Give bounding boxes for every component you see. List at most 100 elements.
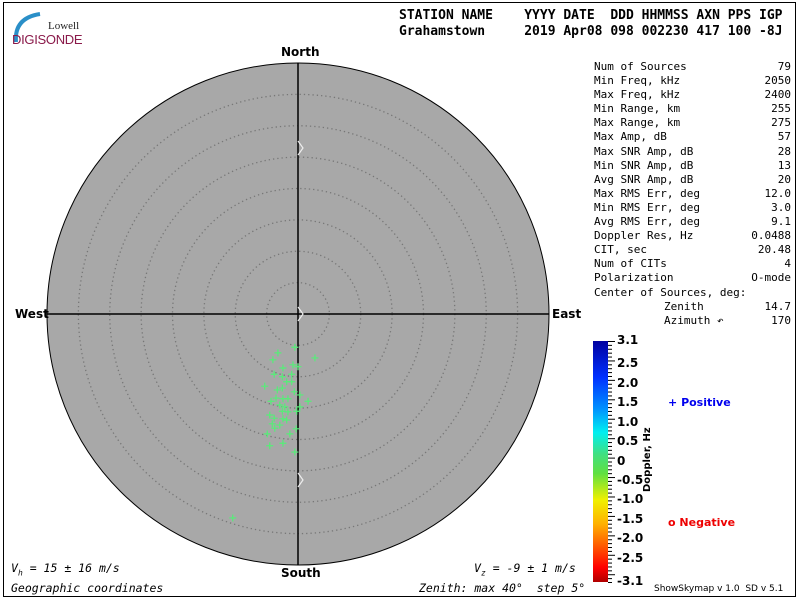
source-point [288,378,296,386]
colorbar-tick-label: 1.0 [617,414,639,429]
stat-label: Polarization [594,271,674,285]
source-point [279,415,287,423]
doppler-colorbar [593,341,608,582]
source-point [271,424,279,432]
colorbar-tick-label: -3.1 [617,574,644,588]
stat-label: Max RMS Err, deg [594,186,700,200]
stat-value: 275 [771,116,791,130]
stat-row: Max Range, km 275 [594,116,791,130]
stat-value: 0.0488 [751,229,791,243]
stat-value: 170 [771,313,791,327]
label-west: West [15,307,49,321]
stat-label: Max Amp, dB [594,130,667,144]
stat-value: 3.0 [771,200,791,214]
stat-label: Center of Sources, deg: [594,285,747,299]
source-point [296,391,304,399]
legend-positive: + Positive [668,396,731,409]
colorbar-title: Doppler, Hz [642,427,653,492]
stat-row: Num of CITs 4 [594,257,791,271]
source-point [304,397,312,405]
skymap-plot [46,62,550,566]
colorbar-tick-label: -2.0 [617,531,644,546]
colorbar-tick-label: 2.5 [617,356,639,371]
stat-row: Min SNR Amp, dB 13 [594,159,791,173]
stat-row: Num of Sources 79 [594,60,791,74]
stat-label: Zenith [664,299,704,313]
source-point [294,363,302,371]
stat-row: Zenith 14.7 [594,300,791,314]
stat-value: 255 [771,102,791,116]
stat-row: Polarization O-mode [594,271,791,285]
stat-value: 14.7 [764,299,792,313]
version-info: ShowSkymap v 1.0 SD v 5.1 [654,584,784,594]
stat-label: Min SNR Amp, dB [594,158,694,172]
stat-row: Min Range, km 255 [594,102,791,116]
source-point [283,416,291,424]
stat-value: 57 [777,130,791,144]
colorbar-ticks [608,341,615,583]
source-point [276,401,284,409]
source-point [291,448,299,456]
stat-row: Azimuth ↶ 170 [594,314,791,328]
stat-value: 28 [777,144,791,158]
stat-row: Min RMS Err, deg 3.0 [594,201,791,215]
source-point [289,361,297,369]
logo-digisonde: DIGISONDE [12,32,83,47]
stat-label: Max SNR Amp, dB [594,144,694,158]
label-north: North [281,45,320,59]
vz-readout: Vz = -9 ± 1 m/s [474,561,576,578]
stat-row: Max SNR Amp, dB 28 [594,145,791,159]
stat-label: Max Freq, kHz [594,88,681,102]
stat-row: Max Freq, kHz 2400 [594,88,791,102]
stats-panel: Num of Sources 79 Min Freq, kHz 2050 Max Fre… [594,60,791,328]
source-point [290,388,298,396]
source-point [292,425,300,433]
vh-readout: Vh = 15 ± 16 m/s [11,561,120,578]
stat-row: Max Amp, dB 57 [594,130,791,144]
source-point [284,395,292,403]
stat-value: 13 [777,158,791,172]
stat-value: 12.0 [764,186,792,200]
stat-row: Max RMS Err, deg 12.0 [594,187,791,201]
source-point [270,370,278,378]
stat-label: Max Range, km [594,116,681,130]
colorbar-tick-label: 1.5 [617,395,639,410]
source-point [266,411,274,419]
source-point [278,384,286,392]
stat-value: 20.48 [757,243,791,257]
source-point [229,514,237,522]
source-point [291,343,299,351]
stat-row: Min Freq, kHz 2050 [594,74,791,88]
source-point [278,407,286,415]
legend-negative: o Negative [668,516,736,529]
coordinate-system: Geographic coordinates [11,581,164,595]
source-point [284,408,292,416]
stat-row: Avg RMS Err, deg 9.1 [594,215,791,229]
label-south: South [281,566,321,580]
stat-label: Azimuth ↶ [664,313,724,327]
chevron-marker [297,140,304,156]
stat-label: Num of CITs [594,257,667,271]
source-point [263,430,271,438]
logo-lowell: Lowell [48,20,80,32]
stat-row: Center of Sources, deg: [594,286,791,300]
stat-label: Min Range, km [594,102,681,116]
plus-icon: + [668,396,678,409]
stat-value: 79 [777,60,791,73]
source-point [261,382,269,390]
colorbar-tick-label: -1.0 [617,492,644,507]
logo-arc-icon [13,12,41,43]
stat-label: CIT, sec [594,243,647,257]
digisonde-logo: Lowell DIGISONDE [10,8,90,48]
source-point [269,356,277,364]
source-point [293,407,301,415]
header-values: Grahamstown 2019 Apr08 098 002230 417 10… [399,24,783,39]
stat-label: Avg SNR Amp, dB [594,172,694,186]
chevron-marker [297,472,304,488]
source-point [266,442,274,450]
stat-value: 9.1 [771,215,791,229]
header-labels: STATION NAME YYYY DATE DDD HHMMSS AXN PP… [399,8,783,23]
stat-value: 20 [777,172,791,186]
chevron-marker [297,306,304,322]
